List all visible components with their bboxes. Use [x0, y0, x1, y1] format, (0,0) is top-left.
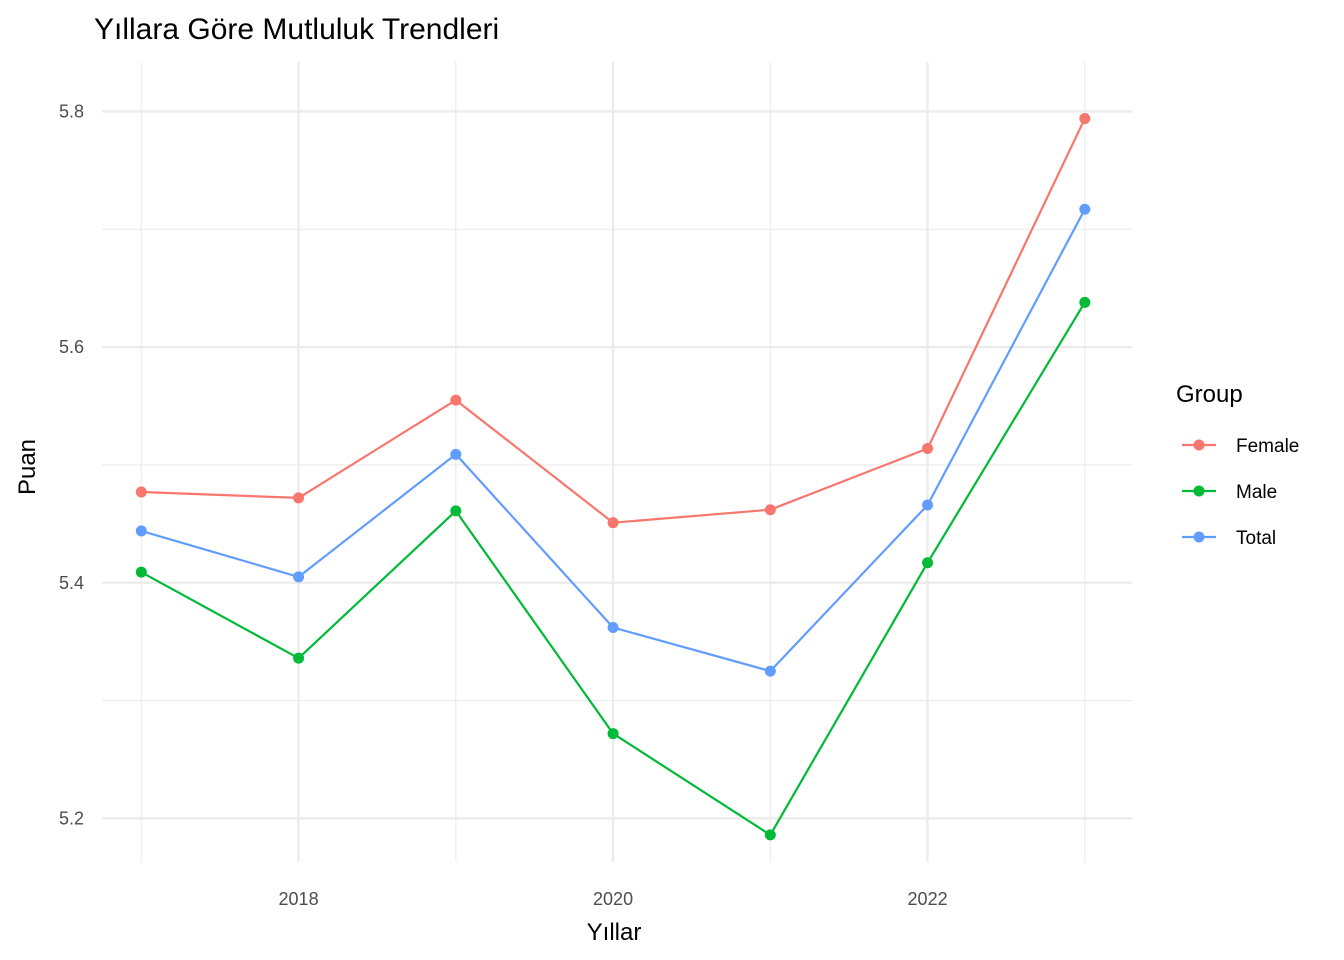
data-point-male [293, 652, 305, 664]
data-point-total [293, 571, 305, 583]
data-point-total [135, 525, 147, 537]
y-tick-label: 5.2 [59, 808, 84, 828]
data-point-male [764, 829, 776, 841]
y-axis-tick-labels: 5.2 5.4 5.6 5.8 [59, 101, 84, 828]
legend-title: Group [1176, 381, 1243, 408]
series-points [135, 113, 1091, 841]
data-point-total [764, 665, 776, 677]
data-point-male [607, 728, 619, 740]
legend-key-point-total [1193, 531, 1205, 543]
legend-label-female: Female [1236, 436, 1299, 457]
legend-key-point-male [1193, 485, 1205, 497]
major-gridlines [102, 62, 1132, 862]
data-point-total [607, 622, 619, 634]
legend-label-male: Male [1236, 482, 1277, 503]
y-tick-label: 5.8 [59, 101, 84, 121]
legend: Group Female Male Total [1176, 381, 1299, 549]
legend-label-total: Total [1236, 528, 1276, 549]
legend-key-point-female [1193, 439, 1205, 451]
minor-gridlines [102, 62, 1132, 862]
data-point-male [922, 557, 934, 569]
data-point-female [922, 442, 934, 454]
data-point-total [1079, 203, 1091, 215]
data-point-male [450, 505, 462, 517]
data-point-female [764, 504, 776, 516]
data-point-total [450, 448, 462, 460]
x-tick-label: 2020 [593, 889, 633, 909]
y-tick-label: 5.4 [59, 573, 84, 593]
y-axis-title: Puan [14, 439, 41, 495]
data-point-total [922, 499, 934, 511]
x-axis-title: Yıllar [587, 919, 642, 946]
data-point-female [450, 394, 462, 406]
y-tick-label: 5.6 [59, 337, 84, 357]
chart-title: Yıllara Göre Mutluluk Trendleri [94, 13, 499, 46]
data-point-female [135, 486, 147, 498]
data-point-female [607, 517, 619, 529]
data-point-female [1079, 113, 1091, 125]
x-axis-tick-labels: 2018 2020 2022 [279, 889, 948, 909]
data-point-female [293, 492, 305, 504]
data-point-male [135, 566, 147, 578]
x-tick-label: 2022 [908, 889, 948, 909]
x-tick-label: 2018 [279, 889, 319, 909]
data-point-male [1079, 296, 1091, 308]
